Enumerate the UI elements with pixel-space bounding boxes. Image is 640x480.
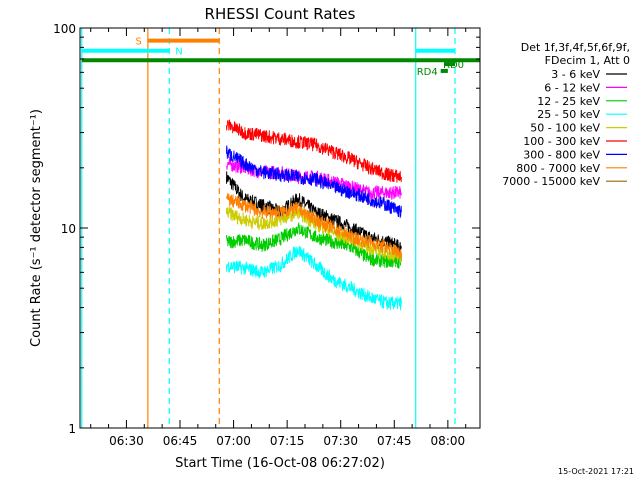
chart-title: RHESSI Count Rates — [205, 5, 356, 23]
interval-label-n: N — [175, 47, 182, 58]
plot-frame — [79, 27, 481, 429]
legend-label-12-25-kev: 12 - 25 keV — [537, 95, 600, 108]
legend-header-line-2: FDecim 1, Att 0 — [545, 54, 630, 67]
legend-label-7000-15000-kev: 7000 - 15000 keV — [502, 175, 600, 188]
series-line-800-7000-kev — [225, 193, 402, 260]
x-tick-label: 07:45 — [377, 434, 412, 448]
x-tick-label: 07:00 — [216, 434, 251, 448]
axes-layer: 06:30 06:45 07:00 07:15 07:30 07:45 08:00 1 10 10… — [53, 22, 480, 448]
legend-label-50-100-kev: 50 - 100 keV — [530, 122, 600, 135]
legend-label-100-300-kev: 100 - 300 keV — [523, 135, 600, 148]
x-tick-label: 07:30 — [323, 434, 358, 448]
interval-label-rd0: RD0 — [443, 60, 464, 71]
series-line-12-25-kev — [225, 222, 402, 269]
series-line-100-300-kev — [225, 119, 402, 183]
series-line-300-800-kev — [225, 145, 402, 218]
y-tick-label: 1 — [68, 422, 76, 436]
interval-label-rd4: RD4 — [417, 67, 438, 78]
y-axis-label: Count Rate (s⁻¹ detector segment⁻¹) — [29, 109, 44, 347]
x-tick-label: 06:30 — [109, 434, 144, 448]
series-line-3-6-kev — [225, 171, 402, 254]
footer-timestamp: 15-Oct-2021 17:21 — [558, 467, 634, 476]
legend-label-300-800-kev: 300 - 800 keV — [523, 148, 600, 161]
legend-header-line-1: Det 1f,3f,4f,5f,6f,9f, — [521, 41, 630, 54]
legend-label-6-12-kev: 6 - 12 keV — [544, 81, 600, 94]
x-tick-label: 06:45 — [163, 434, 198, 448]
y-tick-label: 10 — [61, 222, 76, 236]
x-tick-label: 08:00 — [431, 434, 466, 448]
legend-label-3-6-kev: 3 - 6 keV — [551, 68, 600, 81]
x-tick-label: 07:15 — [270, 434, 305, 448]
legend-label-25-50-kev: 25 - 50 keV — [537, 108, 600, 121]
data-layer: S N RD0 RD4 — [81, 28, 480, 428]
interval-label-s: S — [135, 37, 141, 48]
x-axis-label: Start Time (16-Oct-08 06:27:02) — [175, 456, 385, 471]
y-tick-label: 100 — [53, 22, 76, 36]
series-line-25-50-kev — [225, 245, 402, 311]
legend-label-800-7000-kev: 800 - 7000 keV — [516, 162, 600, 175]
